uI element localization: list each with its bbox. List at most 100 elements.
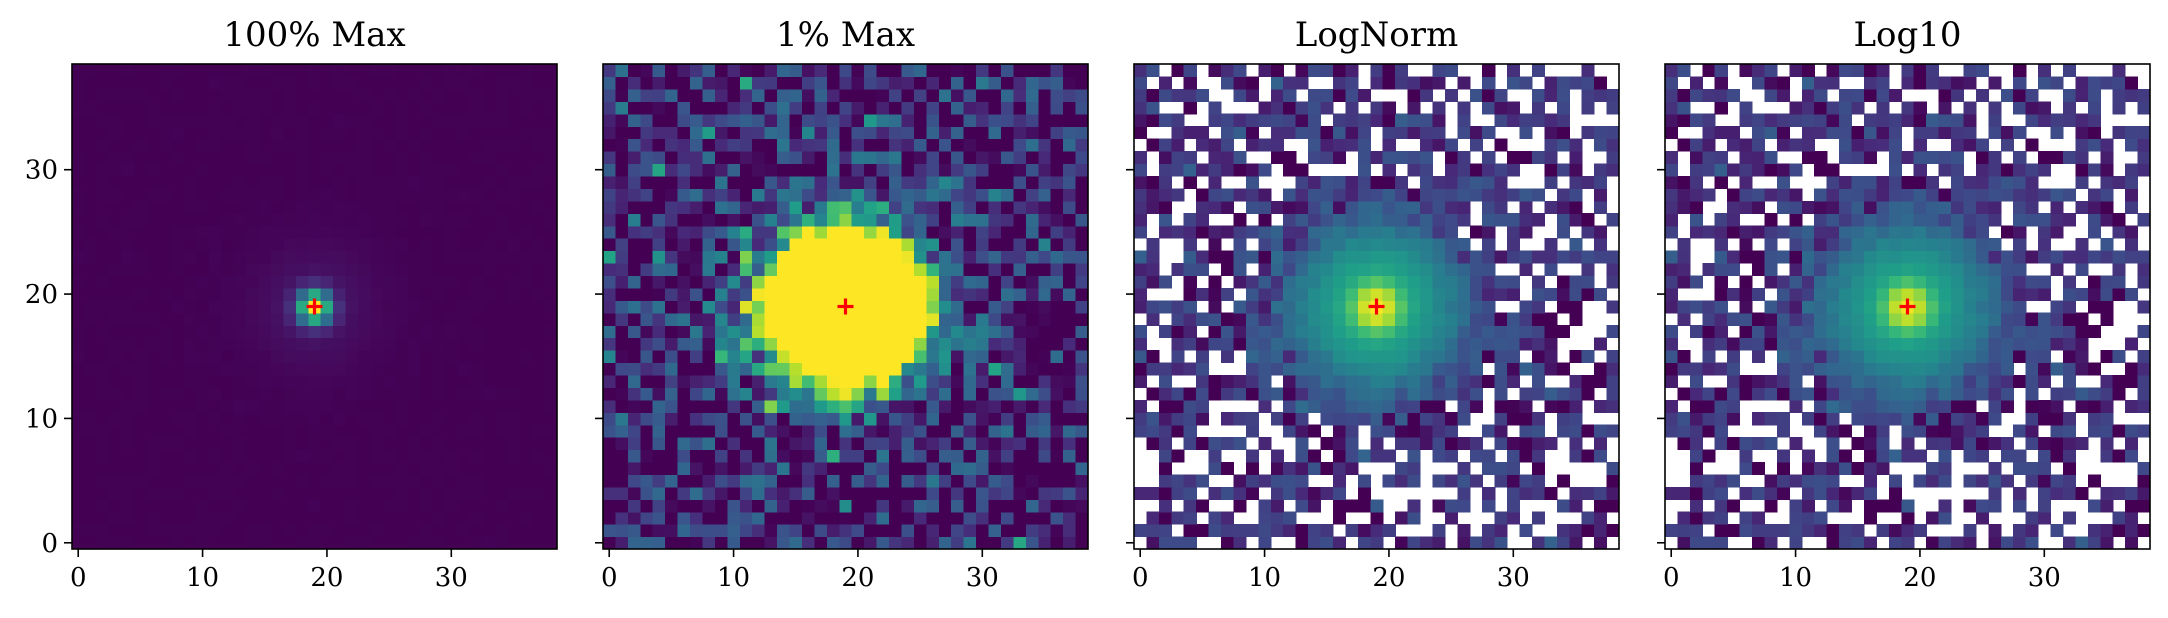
heatmap-cell	[1432, 337, 1446, 351]
heatmap-cell	[1038, 461, 1052, 475]
heatmap-cell	[1677, 437, 1691, 451]
heatmap-cell	[1332, 200, 1347, 214]
heatmap-cell	[2050, 524, 2064, 538]
heatmap-cell	[1000, 175, 1014, 189]
heatmap-cell	[233, 312, 247, 326]
heatmap-cell	[208, 113, 222, 127]
heatmap-cell	[801, 287, 816, 301]
heatmap-cell	[469, 374, 483, 388]
heatmap-cell	[690, 399, 704, 413]
heatmap-cell	[665, 213, 679, 227]
heatmap-cell	[2087, 536, 2101, 550]
heatmap-cell	[1507, 188, 1521, 202]
heatmap-cell	[690, 113, 704, 127]
heatmap-cell	[1714, 437, 1728, 451]
heatmap-cell	[1482, 461, 1496, 475]
heatmap-cell	[739, 225, 753, 239]
heatmap-cell	[2025, 511, 2039, 525]
heatmap-cell	[1677, 536, 1691, 550]
heatmap-cell	[926, 362, 940, 376]
heatmap-cell	[714, 337, 728, 351]
heatmap-cell	[1146, 511, 1160, 525]
heatmap-cell	[1270, 238, 1284, 252]
heatmap-cell	[159, 337, 173, 351]
heatmap-cell	[469, 88, 483, 102]
heatmap-cell	[690, 213, 704, 227]
heatmap-cell	[901, 412, 915, 426]
heatmap-cell	[1013, 524, 1027, 538]
heatmap-cell	[976, 399, 990, 413]
heatmap-cell	[233, 188, 247, 202]
heatmap-cell	[1581, 76, 1595, 90]
heatmap-cell	[283, 151, 297, 165]
heatmap-cell	[1258, 387, 1272, 401]
heatmap-cell	[507, 437, 521, 451]
heatmap-cell	[270, 300, 285, 314]
heatmap-cell	[1444, 350, 1458, 364]
heatmap-cell	[864, 511, 878, 525]
heatmap-cell	[913, 350, 927, 364]
heatmap-cell	[395, 387, 409, 401]
heatmap-cell	[1038, 536, 1052, 550]
heatmap-cell	[801, 486, 816, 500]
heatmap-cell	[159, 399, 173, 413]
heatmap-cell	[1245, 312, 1259, 326]
heatmap-cell	[171, 449, 185, 463]
heatmap-cell	[72, 449, 86, 463]
heatmap-cell	[72, 88, 86, 102]
heatmap-cell	[1295, 424, 1309, 438]
heatmap-cell	[1901, 250, 1915, 264]
heatmap-cell	[627, 238, 641, 252]
heatmap-cell	[1814, 387, 1828, 401]
heatmap-cell	[665, 64, 679, 78]
heatmap-cell	[615, 76, 629, 90]
heatmap-cell	[358, 151, 372, 165]
heatmap-cell	[1332, 262, 1347, 277]
heatmap-cell	[407, 524, 421, 538]
heatmap-cell	[1888, 474, 1902, 488]
heatmap-cell	[1283, 113, 1297, 127]
heatmap-cell	[208, 499, 222, 513]
heatmap-cell	[233, 175, 247, 189]
heatmap-cell	[752, 163, 766, 177]
heatmap-cell	[320, 88, 334, 102]
heatmap-cell	[851, 238, 865, 252]
heatmap-cell	[1988, 362, 2002, 376]
heatmap-cell	[2100, 424, 2114, 438]
heatmap-cell	[159, 374, 173, 388]
heatmap-cell	[121, 113, 135, 127]
heatmap-cell	[295, 250, 309, 264]
heatmap-cell	[1134, 151, 1148, 165]
heatmap-cell	[370, 225, 384, 239]
heatmap-cell	[1013, 437, 1027, 451]
heatmap-cell	[851, 499, 865, 513]
heatmap-cell	[1270, 499, 1284, 513]
heatmap-cell	[1320, 412, 1334, 426]
heatmap-cell	[2025, 287, 2039, 301]
heatmap-cell	[1370, 188, 1384, 202]
heatmap-cell	[196, 262, 210, 277]
heatmap-cell	[1544, 287, 1558, 301]
heatmap-cell	[208, 362, 222, 376]
heatmap-cell	[1370, 225, 1384, 239]
heatmap-cell	[358, 387, 372, 401]
heatmap-cell	[345, 325, 359, 339]
heatmap-cell	[1963, 287, 1977, 301]
heatmap-cell	[1221, 387, 1235, 401]
heatmap-cell	[1569, 238, 1583, 252]
heatmap-cell	[270, 337, 285, 351]
heatmap-cell	[395, 200, 409, 214]
heatmap-cell	[96, 312, 110, 326]
heatmap-cell	[752, 511, 766, 525]
heatmap-cell	[1913, 213, 1927, 227]
heatmap-cell	[714, 163, 728, 177]
heatmap-cell	[159, 88, 173, 102]
heatmap-cell	[1876, 424, 1890, 438]
heatmap-cell	[358, 88, 372, 102]
heatmap-cell	[1233, 275, 1247, 289]
heatmap-cell	[72, 499, 86, 513]
heatmap-cell	[839, 213, 853, 227]
heatmap-cell	[358, 362, 372, 376]
heatmap-cell	[951, 64, 965, 78]
heatmap-cell	[494, 511, 508, 525]
